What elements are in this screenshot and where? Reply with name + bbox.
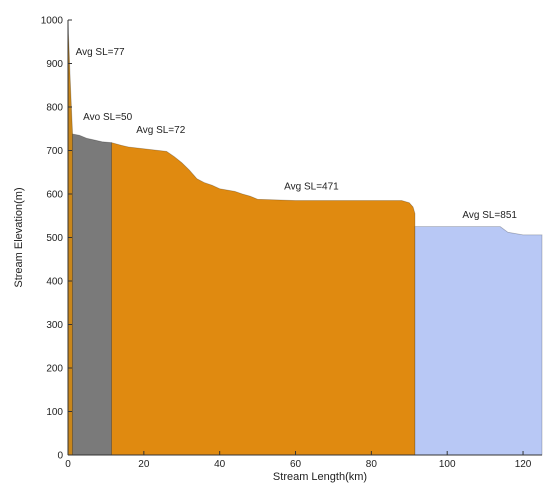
x-tick-label: 40 xyxy=(214,459,226,470)
y-tick-label: 0 xyxy=(57,451,63,462)
y-axis-title: Stream Elevation(m) xyxy=(13,187,25,287)
avg-sl-annotation: Avg SL=471 xyxy=(284,182,339,193)
profile-segment-3 xyxy=(111,142,416,456)
x-tick-label: 100 xyxy=(439,459,456,470)
x-tick-label: 20 xyxy=(138,459,150,470)
avg-sl-annotation: Avg SL=72 xyxy=(136,125,185,136)
y-tick-label: 700 xyxy=(46,146,63,157)
annotations: Avg SL=77 Avo SL=50 Avg SL=72 Avg SL=471 Avg… xyxy=(76,47,518,221)
y-tick-label: 500 xyxy=(46,233,63,244)
y-tick-label: 800 xyxy=(46,103,63,114)
x-axis-title: Stream Length(km) xyxy=(273,471,367,483)
y-tick-label: 200 xyxy=(46,364,63,375)
y-tick-label: 1000 xyxy=(41,16,64,27)
y-tick-label: 600 xyxy=(46,190,63,201)
y-tick-label: 400 xyxy=(46,277,63,288)
y-tick-label: 900 xyxy=(46,59,63,70)
y-axis-ticks: 0 100 200 300 400 500 600 700 800 900 1000 xyxy=(41,16,72,462)
avg-sl-annotation: Avg SL=851 xyxy=(462,210,517,221)
profile-segment-4 xyxy=(414,226,543,456)
x-tick-label: 0 xyxy=(65,459,71,470)
avg-sl-annotation: Avo SL=50 xyxy=(83,112,132,123)
profile-areas xyxy=(67,19,543,456)
profile-segment-2 xyxy=(72,133,113,456)
x-axis-ticks: 0 20 40 60 80 100 120 xyxy=(65,451,532,470)
avg-sl-annotation: Avg SL=77 xyxy=(76,47,125,58)
y-tick-label: 300 xyxy=(46,320,63,331)
x-tick-label: 120 xyxy=(515,459,532,470)
x-tick-label: 80 xyxy=(366,459,378,470)
x-tick-label: 60 xyxy=(290,459,302,470)
y-tick-label: 100 xyxy=(46,407,63,418)
